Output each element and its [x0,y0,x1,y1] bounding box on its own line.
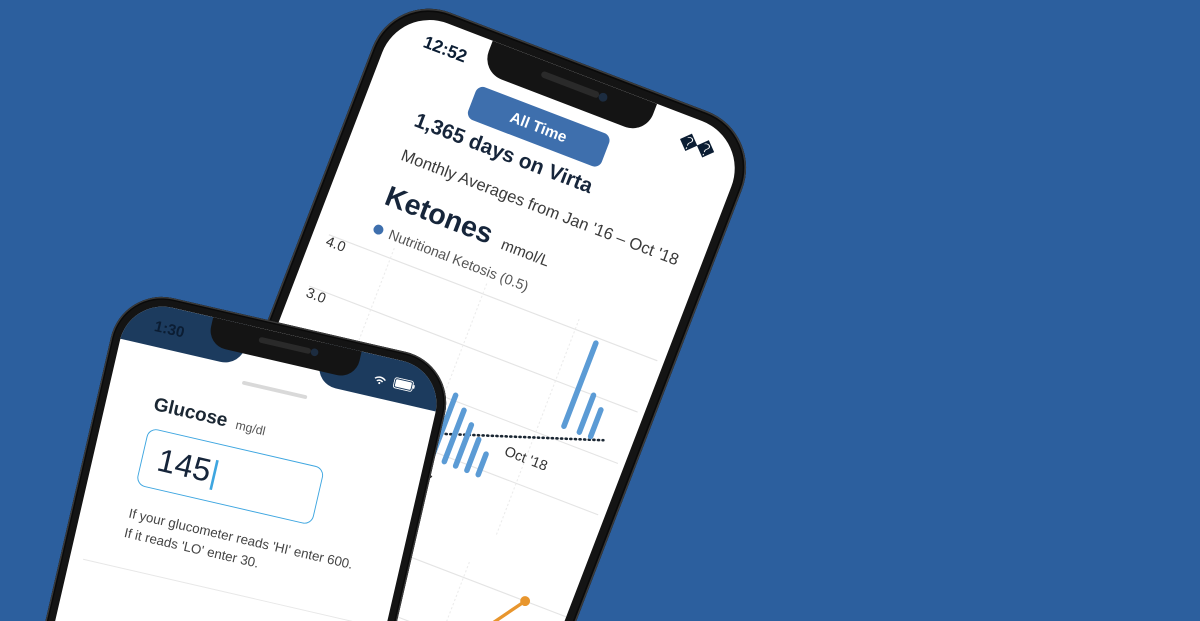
svg-text:4.0: 4.0 [323,234,347,256]
svg-text:3.0: 3.0 [304,285,328,307]
svg-text:Oct '18: Oct '18 [502,444,550,475]
